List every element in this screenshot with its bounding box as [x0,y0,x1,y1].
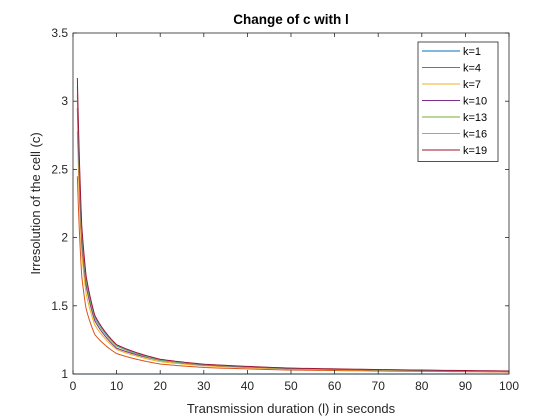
y-tick-label: 2.5 [51,162,68,176]
x-tick-label: 10 [110,379,124,393]
legend-label-k-1: k=1 [463,46,481,58]
legend-box [417,41,499,162]
y-tick-label: 3 [61,94,68,108]
x-tick-label: 0 [70,379,77,393]
y-tick-label: 1 [61,367,68,381]
legend-label-k-19: k=19 [463,145,487,157]
y-axis-label: Irresolution of the cell (c) [28,132,43,274]
y-tick-label: 2 [61,231,68,245]
x-tick-label: 40 [241,379,255,393]
y-tick-label: 1.5 [51,299,68,313]
x-tick-label: 100 [499,379,519,393]
x-tick-label: 90 [459,379,473,393]
legend-label-k-16: k=16 [463,129,487,141]
x-tick-label: 70 [372,379,386,393]
legend-label-k-4: k=4 [463,63,481,75]
legend-label-k-7: k=7 [463,79,481,91]
series-layer [76,77,510,375]
x-axis-label: Transmission duration (l) in seconds [187,401,396,416]
x-tick-label: 60 [328,379,342,393]
series-line-k-19 [76,77,510,372]
legend: k=1 k=4 k=7 k=10 k=13 k=16 k=19 [417,41,499,162]
legend-label-k-13: k=13 [463,112,487,124]
chart-title: Change of c with l [233,12,349,27]
x-tick-label: 30 [197,379,211,393]
series-line-k-4 [76,176,510,373]
series-line-k-7 [76,131,510,373]
y-tick-label: 3.5 [51,26,68,40]
x-tick-label: 50 [284,379,298,393]
x-tick-label: 80 [415,379,429,393]
legend-label-k-10: k=10 [463,96,487,108]
ticks-layer: 0 10 20 30 40 50 60 70 80 90 100 1 1.5 2 2.5 3 3.5 [51,26,519,393]
x-tick-label: 20 [154,379,168,393]
